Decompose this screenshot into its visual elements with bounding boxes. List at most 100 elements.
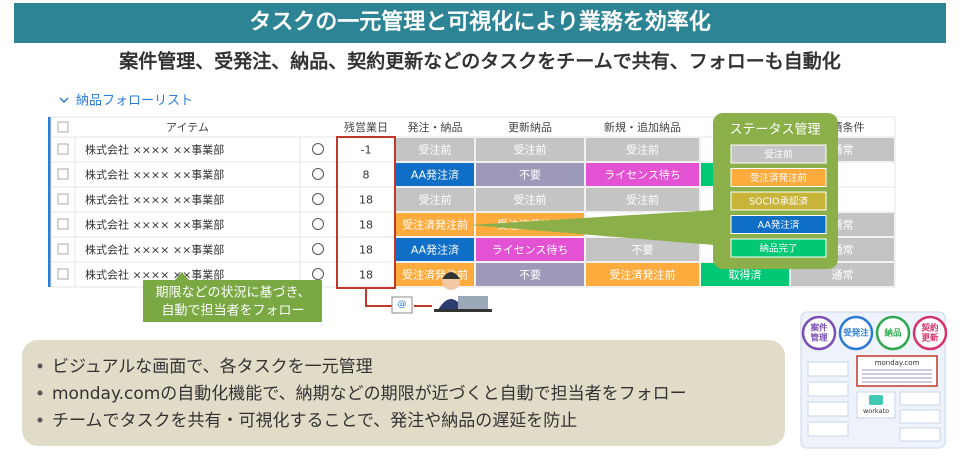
workato-label: workato [863,407,889,415]
status-label: 受注前 [626,193,659,207]
status-cell[interactable] [396,163,474,186]
table-cell [74,211,301,238]
days-left: 18 [359,244,373,257]
checkbox[interactable] [57,218,69,230]
status-label: 不要 [519,169,541,182]
status-cell[interactable] [476,163,584,186]
status-chip [730,144,827,164]
checkbox[interactable] [57,243,69,255]
arrow [365,288,392,307]
side-app [899,427,941,442]
item-name: 株式会社 ×××× ××事業部 [85,143,224,157]
status-chip-label: SOCIO承認済 [749,196,808,208]
add-update-icon[interactable] [312,218,324,230]
checkbox[interactable] [57,121,69,133]
checkbox[interactable] [57,143,69,155]
status-cell[interactable] [396,188,474,211]
status-label: 不要 [632,244,654,257]
panel-row [862,373,932,375]
bullet-text: monday.comの自動化機能で、納期などの期限が近づくと自動で担当者をフォロ… [52,384,687,404]
mail-icon [391,296,413,314]
category-label: 更新 [921,333,939,344]
status-label: 受注前 [514,143,547,157]
status-cell[interactable] [586,263,699,286]
panel-row [862,381,932,383]
status-cell[interactable] [476,188,584,211]
category-label: 管理 [810,333,828,344]
panel-row [862,369,932,371]
status-pointer [470,210,714,245]
column-header: アイテム [166,121,209,134]
status-title: ステータス管理 [729,123,820,138]
group-bar [48,117,51,287]
side-app [807,381,849,397]
status-label: 受注済発注前 [610,268,676,282]
category-label: 契約 [920,323,939,334]
status-label: 受注前 [514,193,547,207]
checkbox[interactable] [57,193,69,205]
item-name: 株式会社 ×××× ××事業部 [85,243,224,257]
status-cell[interactable] [396,213,474,236]
status-chip [730,238,827,258]
column-header: 更新納品 [508,120,552,134]
status-label: ライセンス待ち [492,243,569,257]
column-header: 残営業日 [344,120,388,134]
checkbox[interactable] [57,268,69,280]
table-cell [74,236,301,263]
status-cell[interactable] [476,238,584,261]
bullet-dot [37,363,43,369]
side-app [807,361,849,377]
status-label: AA発注済 [411,168,459,182]
add-update-icon[interactable] [312,243,324,255]
status-cell[interactable] [396,238,474,261]
callout-text: 自動で担当者をフォロー [161,304,304,319]
status-cell[interactable] [586,188,699,211]
table-cell [299,236,338,263]
add-update-icon[interactable] [312,268,324,280]
status-cell[interactable] [476,138,584,161]
table-cell [299,136,338,163]
table-cell [299,186,338,213]
category-label: 案件 [809,323,828,334]
panel-row [862,377,932,379]
collapse-icon[interactable] [59,97,69,104]
status-cell[interactable] [586,238,699,261]
bullet-dot [37,390,43,396]
days-left: 18 [359,194,373,207]
add-update-icon[interactable] [312,143,324,155]
add-update-icon[interactable] [312,193,324,205]
item-name: 株式会社 ×××× ××事業部 [85,168,224,182]
status-chip-label: 納品完了 [759,243,797,255]
subtitle: 案件管理、受発注、納品、契約更新などのタスクをチームで共有、フォローも自動化 [118,50,840,73]
status-cell[interactable] [476,263,584,286]
status-label: ライセンス待ち [604,168,681,182]
table-cell [299,211,338,238]
add-update-icon[interactable] [312,168,324,180]
bullet-text: ビジュアルな画面で、各タスクを一元管理 [52,357,373,377]
status-chip [730,168,827,187]
days-left: 18 [359,219,373,232]
monday-label: monday.com [875,359,920,367]
status-chip [730,215,827,234]
column-header: 新規・追加納品 [604,120,681,134]
status-chip-label: 受注前 [764,149,793,161]
status-cell[interactable] [586,163,699,186]
checkbox[interactable] [57,168,69,180]
column-header: 発注・納品 [408,120,463,134]
side-app [899,409,941,424]
status-label: 受注前 [626,143,659,157]
side-app [899,391,941,406]
category-circle [838,315,874,351]
category-label: 納品 [884,328,902,339]
bullet-dot [37,417,43,423]
side-app [807,421,849,437]
title-banner [14,3,946,43]
status-label: 受注前 [419,193,452,207]
status-label: 不要 [519,269,541,282]
status-cell[interactable] [396,138,474,161]
status-cell[interactable] [586,138,699,161]
category-circle [912,315,948,351]
category-circle [875,315,911,351]
title: タスクの一元管理と可視化により業務を効率化 [249,9,711,35]
